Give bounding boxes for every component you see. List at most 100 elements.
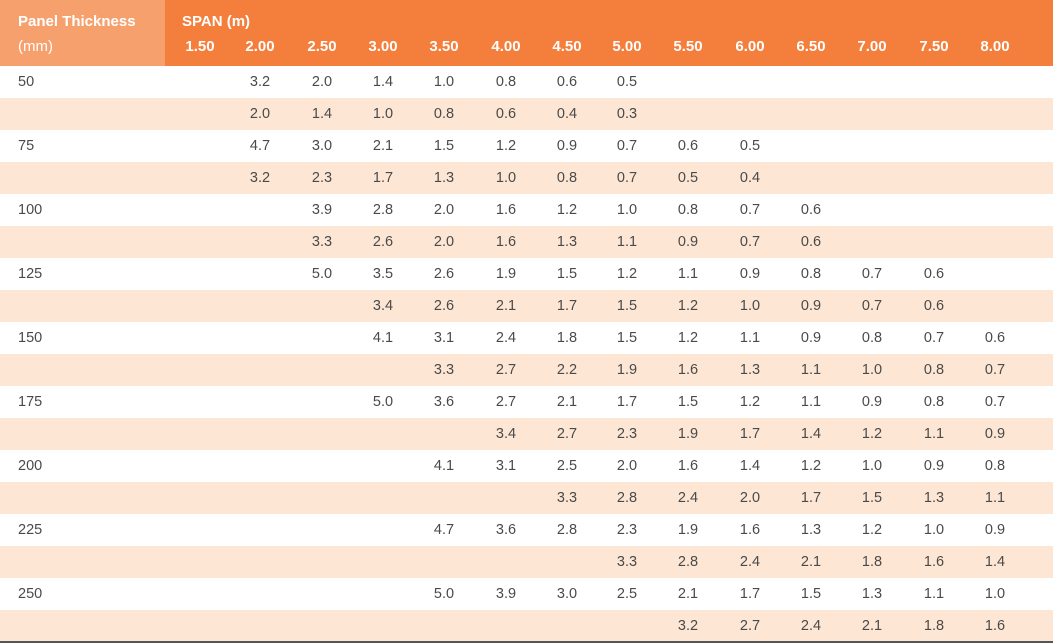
value-cell: 0.9 [923, 458, 945, 474]
value-cell: 0.6 [923, 266, 945, 282]
value-cell [170, 418, 230, 450]
value-cell: 1.3 [433, 170, 455, 186]
value-cell: 1.0 [984, 586, 1006, 602]
value-cell [904, 66, 964, 98]
value-cell [170, 514, 230, 546]
value-cell: 1.1 [800, 394, 822, 410]
value-cell: 0.7 [739, 202, 761, 218]
span-header-9: 6.00 [735, 38, 765, 55]
value-cell [230, 354, 290, 386]
value-cell: 0.4 [739, 170, 761, 186]
value-cell: 1.6 [984, 618, 1006, 634]
value-cell: 1.6 [677, 362, 699, 378]
value-cell: 2.7 [495, 362, 517, 378]
span-header-7: 5.00 [612, 38, 642, 55]
value-cell: 2.2 [556, 362, 578, 378]
value-cell [170, 226, 230, 258]
value-cell: 0.6 [495, 106, 517, 122]
value-cell: 3.5 [372, 266, 394, 282]
span-header-11: 7.00 [857, 38, 887, 55]
value-cell [842, 194, 902, 226]
value-cell: 0.6 [677, 138, 699, 154]
value-cell [170, 290, 230, 322]
value-cell: 1.4 [984, 554, 1006, 570]
value-cell: 0.5 [739, 138, 761, 154]
value-cell: 2.8 [616, 490, 638, 506]
table-row: 175 5.0 3.6 2.7 2.1 1.7 1.5 1.2 1.1 0.9 0.8 0.7 [0, 386, 1053, 418]
table-row: 200 4.1 3.1 2.5 2.0 1.6 1.4 1.2 1.0 0.9 0.8 [0, 450, 1053, 482]
value-cell [170, 258, 230, 290]
span-header-4: 3.50 [429, 38, 459, 55]
value-cell [904, 226, 964, 258]
value-cell [292, 578, 352, 610]
value-cell: 1.2 [739, 394, 761, 410]
value-cell: 3.6 [495, 522, 517, 538]
value-cell: 0.5 [677, 170, 699, 186]
value-cell [230, 322, 290, 354]
value-cell: 3.0 [311, 138, 333, 154]
value-cell: 1.8 [923, 618, 945, 634]
value-cell [292, 546, 352, 578]
value-cell [353, 578, 413, 610]
value-cell [170, 386, 230, 418]
value-cell [965, 66, 1025, 98]
value-cell: 2.6 [433, 298, 455, 314]
value-cell [476, 482, 536, 514]
value-cell: 2.1 [556, 394, 578, 410]
value-cell: 2.8 [372, 202, 394, 218]
value-cell: 2.5 [616, 586, 638, 602]
value-cell [170, 162, 230, 194]
value-cell: 0.8 [677, 202, 699, 218]
value-cell [353, 418, 413, 450]
value-cell: 3.9 [311, 202, 333, 218]
value-cell: 2.4 [800, 618, 822, 634]
value-cell [230, 386, 290, 418]
value-cell: 1.2 [495, 138, 517, 154]
span-header-10: 6.50 [796, 38, 826, 55]
value-cell: 3.3 [433, 362, 455, 378]
value-cell: 0.8 [556, 170, 578, 186]
value-cell: 2.0 [311, 74, 333, 90]
span-header-1: 2.00 [245, 38, 275, 55]
span-header-3: 3.00 [368, 38, 398, 55]
value-cell: 0.8 [923, 362, 945, 378]
value-cell: 2.4 [677, 490, 699, 506]
value-cell [170, 450, 230, 482]
value-cell [476, 546, 536, 578]
value-cell [230, 482, 290, 514]
value-cell [537, 546, 597, 578]
value-cell: 1.0 [495, 170, 517, 186]
value-cell: 3.4 [372, 298, 394, 314]
value-cell [965, 258, 1025, 290]
table-row: 75 4.7 3.0 2.1 1.5 1.2 0.9 0.7 0.6 0.5 [0, 130, 1053, 162]
value-cell: 1.9 [677, 426, 699, 442]
value-cell: 1.6 [495, 202, 517, 218]
value-cell: 1.2 [861, 426, 883, 442]
value-cell: 1.3 [739, 362, 761, 378]
value-cell [842, 130, 902, 162]
value-cell [230, 258, 290, 290]
value-cell: 3.2 [677, 618, 699, 634]
value-cell: 1.0 [433, 74, 455, 90]
value-cell: 2.0 [616, 458, 638, 474]
thickness-cell: 125 [18, 266, 43, 282]
value-cell: 1.7 [556, 298, 578, 314]
value-cell: 0.7 [616, 170, 638, 186]
value-cell [414, 418, 474, 450]
value-cell [353, 546, 413, 578]
value-cell: 0.8 [984, 458, 1006, 474]
value-cell: 1.9 [495, 266, 517, 282]
value-cell [230, 546, 290, 578]
value-cell [170, 546, 230, 578]
value-cell: 4.7 [433, 522, 455, 538]
value-cell: 2.3 [616, 522, 638, 538]
value-cell: 1.3 [923, 490, 945, 506]
value-cell [170, 578, 230, 610]
value-cell: 5.0 [433, 586, 455, 602]
value-cell: 0.9 [984, 426, 1006, 442]
value-cell: 1.9 [616, 362, 638, 378]
value-cell: 1.2 [677, 298, 699, 314]
table-row: 3.3 2.6 2.0 1.6 1.3 1.1 0.9 0.7 0.6 [0, 226, 1053, 258]
value-cell [230, 450, 290, 482]
value-cell: 1.3 [556, 234, 578, 250]
